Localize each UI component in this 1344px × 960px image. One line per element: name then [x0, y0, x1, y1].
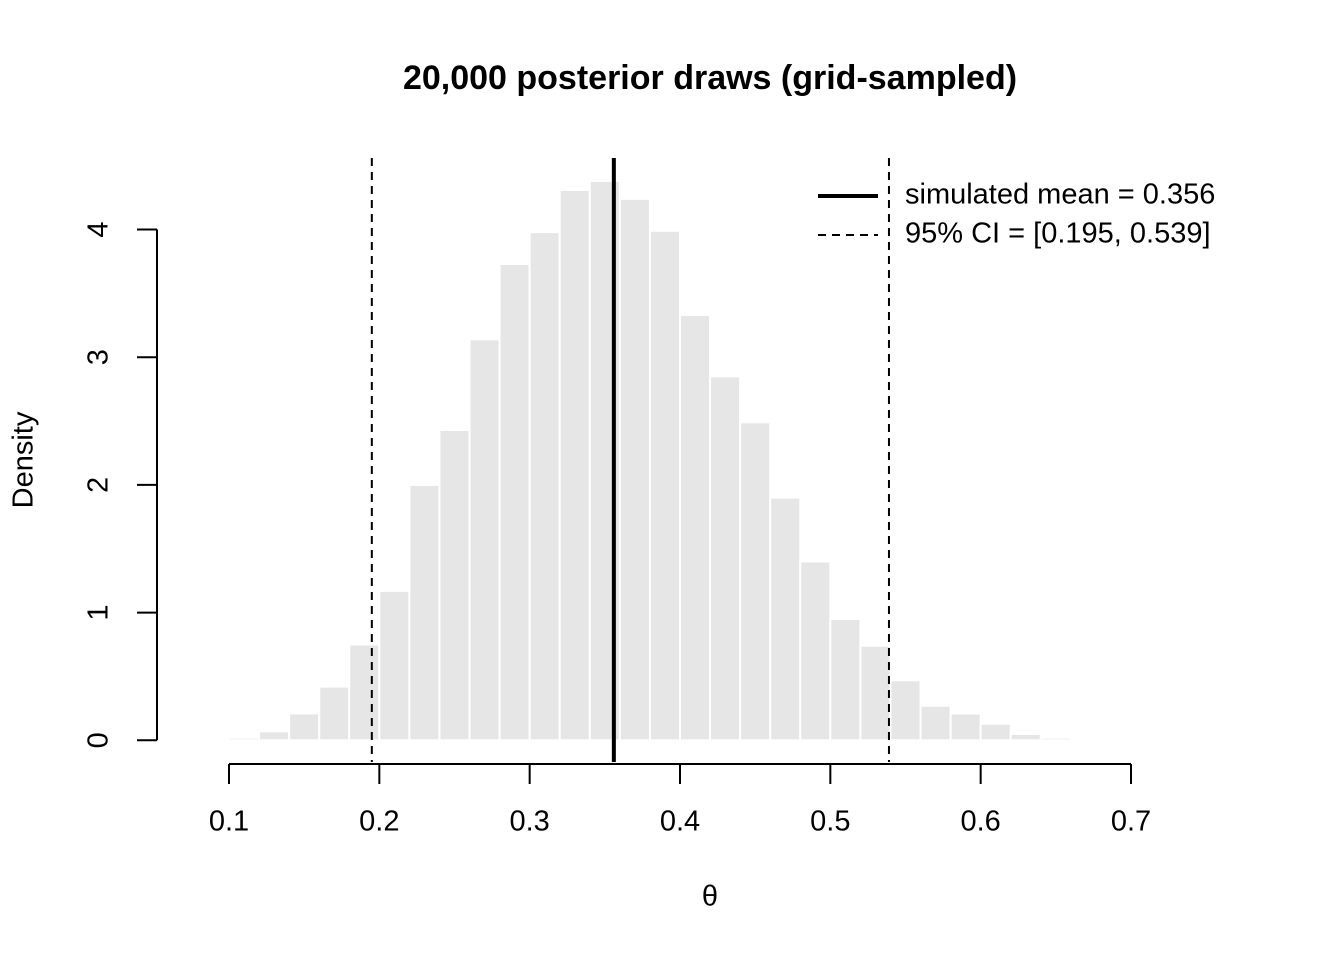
bar [769, 496, 802, 742]
x-axis-label: θ [702, 881, 718, 913]
x-tick-label: 0.7 [1111, 806, 1151, 838]
bar [679, 314, 712, 742]
y-tick-label: 0 [83, 732, 115, 748]
bar [859, 644, 892, 742]
bar [949, 712, 982, 742]
bar [709, 375, 742, 742]
legend-label: simulated mean = 0.356 [905, 179, 1215, 211]
bar [498, 262, 531, 742]
bar [438, 428, 471, 742]
y-axis-label: Density [8, 411, 40, 508]
bar [979, 722, 1012, 742]
y-tick-label: 3 [83, 349, 115, 365]
bar [468, 338, 501, 742]
bar [228, 736, 261, 742]
bar [408, 483, 441, 742]
bar [288, 712, 321, 742]
bar [558, 188, 591, 742]
bar [348, 643, 381, 742]
bar [739, 421, 772, 742]
bar [919, 704, 952, 742]
bar [648, 229, 682, 742]
chart-title: 20,000 posterior draws (grid-sampled) [403, 59, 1017, 97]
legend-label: 95% CI = [0.195, 0.539] [905, 218, 1211, 250]
x-tick-label: 0.4 [660, 806, 700, 838]
y-tick-label: 4 [83, 221, 115, 237]
bar [1039, 736, 1072, 742]
bar [318, 685, 351, 742]
x-tick-label: 0.2 [359, 806, 399, 838]
bar [258, 730, 291, 742]
bar [528, 231, 561, 742]
x-tick-label: 0.6 [961, 806, 1001, 838]
y-tick-label: 2 [83, 477, 115, 493]
x-tick-label: 0.1 [209, 806, 249, 838]
bar [799, 560, 832, 742]
bar [378, 589, 411, 742]
bar [829, 617, 862, 742]
bar [889, 679, 922, 742]
x-tick-label: 0.5 [810, 806, 850, 838]
y-tick-label: 1 [83, 605, 115, 621]
bar [618, 197, 651, 742]
x-tick-label: 0.3 [510, 806, 550, 838]
bar [1009, 732, 1042, 742]
